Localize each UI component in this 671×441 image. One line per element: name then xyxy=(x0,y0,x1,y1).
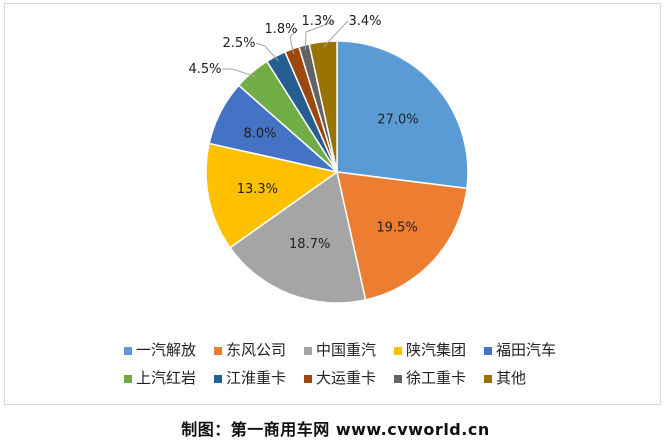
data-label-10: 3.4% xyxy=(348,14,381,29)
legend-label-1: 一汽解放 xyxy=(136,341,196,359)
data-label-1: 27.0% xyxy=(377,112,418,127)
legend-swatch-9 xyxy=(394,375,402,383)
legend-swatch-4 xyxy=(394,347,402,355)
data-label-3: 18.7% xyxy=(289,237,330,252)
legend-swatch-6 xyxy=(124,375,132,383)
legend-label-9: 徐工重卡 xyxy=(406,369,466,387)
leader-line-10 xyxy=(323,20,349,48)
pie-slice-2 xyxy=(336,171,468,301)
pie-slice-10 xyxy=(308,40,338,173)
leader-line-7 xyxy=(255,42,279,62)
legend-label-5: 福田汽车 xyxy=(496,341,556,359)
data-label-5: 8.0% xyxy=(243,127,276,142)
pie-slice-1 xyxy=(336,40,469,190)
legend-swatch-1 xyxy=(124,347,132,355)
data-label-8: 1.8% xyxy=(264,22,297,37)
legend-swatch-10 xyxy=(484,375,492,383)
legend-label-6: 上汽红岩 xyxy=(136,369,196,387)
pie-slice-3 xyxy=(229,170,367,304)
data-label-4: 13.3% xyxy=(237,182,278,197)
legend-swatch-3 xyxy=(304,347,312,355)
caption: 制图：第一商用车网 www.cvworld.cn xyxy=(181,420,490,439)
legend-swatch-5 xyxy=(484,347,492,355)
legend-label-7: 江淮重卡 xyxy=(226,369,286,387)
data-label-9: 1.3% xyxy=(301,14,334,29)
data-label-6: 4.5% xyxy=(188,62,221,77)
pie-slice-4 xyxy=(205,142,339,249)
data-label-2: 19.5% xyxy=(376,221,417,236)
legend-label-3: 中国重汽 xyxy=(316,341,376,359)
legend-label-4: 陕汽集团 xyxy=(406,341,466,359)
leader-line-9 xyxy=(304,20,336,51)
data-label-7: 2.5% xyxy=(222,36,255,51)
leader-line-8 xyxy=(289,28,299,55)
legend-label-2: 东风公司 xyxy=(226,341,286,359)
legend-swatch-8 xyxy=(304,375,312,383)
legend-swatch-7 xyxy=(214,375,222,383)
legend-label-8: 大运重卡 xyxy=(316,369,376,387)
legend-label-10: 其他 xyxy=(496,369,526,387)
legend-swatch-2 xyxy=(214,347,222,355)
leader-line-6 xyxy=(222,68,256,77)
